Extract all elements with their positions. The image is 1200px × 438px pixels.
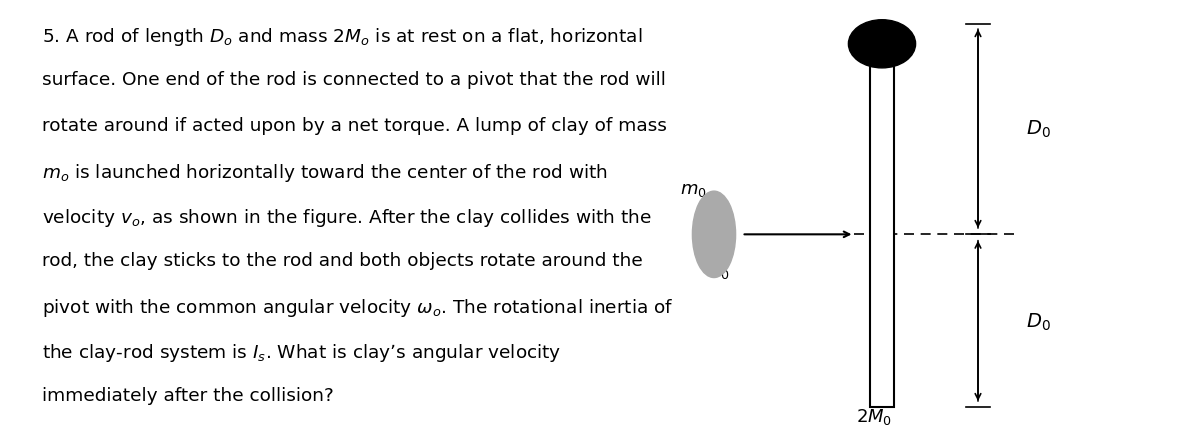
- Text: $v_0$: $v_0$: [710, 263, 730, 281]
- Text: immediately after the collision?: immediately after the collision?: [42, 387, 334, 405]
- Bar: [870, 24, 894, 407]
- Text: $m_0$: $m_0$: [680, 181, 707, 199]
- Ellipse shape: [848, 20, 916, 68]
- Ellipse shape: [692, 191, 736, 278]
- Text: velocity $v_o$, as shown in the figure. After the clay collides with the: velocity $v_o$, as shown in the figure. …: [42, 207, 652, 229]
- Text: surface. One end of the rod is connected to a pivot that the rod will: surface. One end of the rod is connected…: [42, 71, 666, 89]
- Text: 5. A rod of length $D_o$ and mass $2M_o$ is at rest on a flat, horizontal: 5. A rod of length $D_o$ and mass $2M_o$…: [42, 26, 642, 48]
- Text: $D_0$: $D_0$: [1026, 119, 1051, 140]
- Text: pivot with the common angular velocity $\omega_o$. The rotational inertia of: pivot with the common angular velocity $…: [42, 297, 673, 319]
- Text: $m_o$ is launched horizontally toward the center of the rod with: $m_o$ is launched horizontally toward th…: [42, 162, 608, 184]
- Text: $2M_0$: $2M_0$: [856, 407, 892, 427]
- Text: rotate around if acted upon by a net torque. A lump of clay of mass: rotate around if acted upon by a net tor…: [42, 117, 667, 134]
- Text: $D_0$: $D_0$: [1026, 311, 1051, 332]
- Text: the clay-rod system is $I_s$. What is clay’s angular velocity: the clay-rod system is $I_s$. What is cl…: [42, 342, 562, 364]
- Text: rod, the clay sticks to the rod and both objects rotate around the: rod, the clay sticks to the rod and both…: [42, 252, 643, 270]
